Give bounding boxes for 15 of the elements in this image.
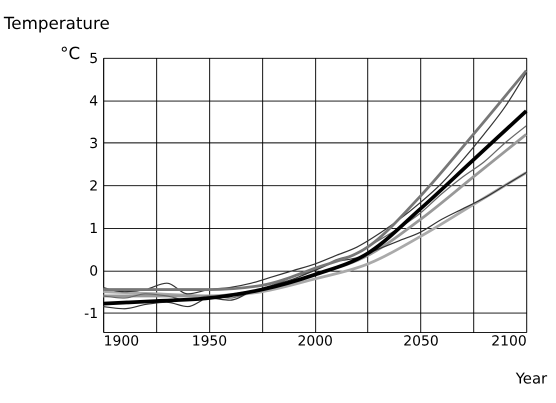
y-tick-label: 5 bbox=[89, 50, 98, 67]
y-tick-label: -1 bbox=[84, 306, 98, 322]
x-tick-label: 2000 bbox=[297, 334, 333, 350]
y-tick-label: 3 bbox=[89, 136, 98, 152]
x-tick-label: 2100 bbox=[491, 334, 527, 350]
y-tick-label: 4 bbox=[89, 93, 98, 110]
x-axis-title: Year bbox=[514, 370, 548, 388]
x-tick-label: 2050 bbox=[403, 334, 439, 350]
x-tick-label: 1950 bbox=[192, 334, 228, 350]
chart-title: Temperature bbox=[2, 12, 110, 33]
y-tick-label: 0 bbox=[89, 264, 98, 280]
y-tick-label: 2 bbox=[89, 178, 98, 194]
y-tick-label: 1 bbox=[89, 221, 98, 238]
y-axis-title: °C bbox=[60, 43, 80, 64]
x-tick-label: 1900 bbox=[104, 334, 140, 350]
